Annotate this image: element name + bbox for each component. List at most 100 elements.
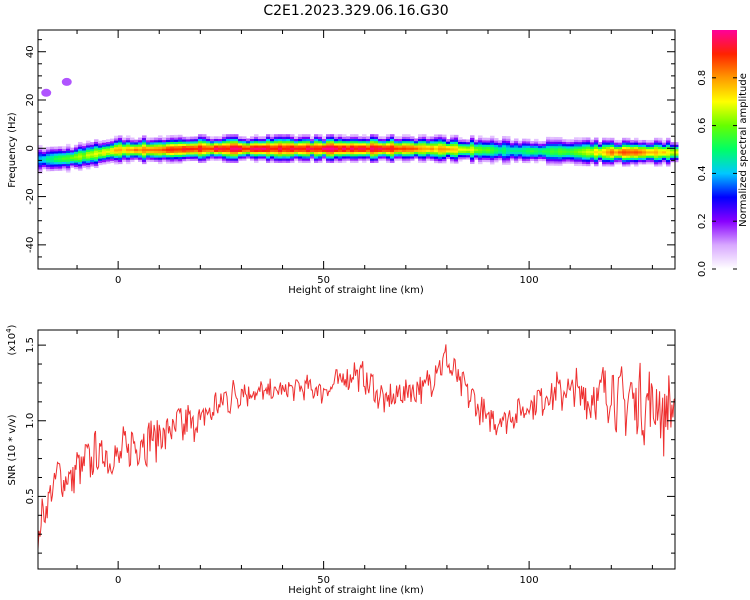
heatmap-cell xyxy=(350,149,355,153)
heatmap-cell xyxy=(270,136,275,140)
heatmap-cell xyxy=(510,151,515,155)
heatmap-cell xyxy=(458,145,463,149)
heatmap-cell xyxy=(42,155,47,159)
heatmap-cell xyxy=(482,148,487,152)
heatmap-cell xyxy=(66,169,71,173)
heatmap-cell xyxy=(470,139,475,143)
heatmap-cell xyxy=(202,158,207,161)
heatmap-cell xyxy=(38,155,43,159)
heatmap-cell xyxy=(98,153,103,157)
heatmap-cell xyxy=(546,147,551,151)
heatmap-cell xyxy=(110,160,115,164)
heatmap-cell xyxy=(438,160,443,164)
heatmap-cell xyxy=(318,145,323,148)
heatmap-cell xyxy=(378,136,383,140)
heatmap-cell xyxy=(314,142,319,146)
heatmap-cell xyxy=(270,134,275,137)
heatmap-cell xyxy=(118,141,123,145)
heatmap-cell xyxy=(206,145,211,148)
heatmap-cell xyxy=(286,151,291,155)
heatmap-cell xyxy=(38,145,43,148)
heatmap-cell xyxy=(522,138,527,142)
heatmap-cell xyxy=(470,137,475,141)
heatmap-cell xyxy=(322,158,327,161)
heatmap-cell xyxy=(458,143,463,147)
heatmap-cell xyxy=(558,150,563,153)
heatmap-cell xyxy=(178,143,183,147)
heatmap-cell xyxy=(582,156,587,160)
heatmap-cell xyxy=(62,154,67,158)
heatmap-cell xyxy=(426,151,431,155)
heatmap-cell xyxy=(654,137,659,141)
heatmap-cell xyxy=(494,142,499,145)
heatmap-cell xyxy=(514,149,519,152)
heatmap-cell xyxy=(358,145,363,148)
heatmap-cell xyxy=(302,138,307,142)
snr-y-multiplier-exp: 4 xyxy=(5,328,13,333)
heatmap-cell xyxy=(422,138,427,142)
heatmap-cell xyxy=(578,163,583,167)
heatmap-cell xyxy=(494,157,499,161)
heatmap-cell xyxy=(614,144,619,147)
heatmap-cell xyxy=(86,149,91,152)
heatmap-cell xyxy=(554,152,559,155)
heatmap-cell xyxy=(106,150,111,153)
heatmap-cell xyxy=(134,148,139,152)
heatmap-cell xyxy=(434,134,439,138)
heatmap-cell xyxy=(562,158,567,162)
heatmap-cell xyxy=(506,153,511,157)
heatmap-cell xyxy=(318,142,323,146)
heatmap-cell xyxy=(138,141,143,145)
heatmap-cell xyxy=(206,140,211,144)
y-tick-label: 0 xyxy=(25,145,36,151)
y-tick-label: 20 xyxy=(25,94,36,107)
heatmap-cell xyxy=(662,144,667,147)
heatmap-cell xyxy=(362,149,367,153)
heatmap-cell xyxy=(666,163,671,167)
heatmap-cell xyxy=(366,138,371,142)
heatmap-cell xyxy=(542,141,547,144)
heatmap-cell xyxy=(646,159,651,163)
heatmap-cell xyxy=(246,149,251,153)
heatmap-cell xyxy=(278,151,283,155)
heatmap-cell xyxy=(62,152,67,156)
heatmap-cell xyxy=(478,148,483,152)
heatmap-cell xyxy=(42,157,47,161)
heatmap-cell xyxy=(62,148,67,152)
heatmap-cell xyxy=(386,134,391,137)
heatmap-cell xyxy=(342,142,347,146)
heatmap-cell xyxy=(578,141,583,145)
heatmap-cell xyxy=(442,151,447,155)
heatmap-cell xyxy=(438,138,443,142)
heatmap-cell xyxy=(474,148,479,152)
heatmap-cell xyxy=(94,143,99,147)
heatmap-cell xyxy=(238,158,243,161)
snr-y-multiplier: (x104) xyxy=(5,324,18,355)
heatmap-cell xyxy=(442,143,447,146)
heatmap-cell xyxy=(186,145,191,149)
heatmap-cell xyxy=(626,139,631,143)
heatmap-cell xyxy=(586,143,591,147)
heatmap-cell xyxy=(394,136,399,140)
heatmap-cell xyxy=(466,143,471,147)
heatmap-cell xyxy=(626,148,631,152)
heatmap-cell xyxy=(390,134,395,137)
heatmap-cell xyxy=(406,136,411,140)
heatmap-cell xyxy=(254,155,259,159)
heatmap-cell xyxy=(198,160,203,163)
heatmap-cell xyxy=(458,147,463,151)
heatmap-cell xyxy=(330,140,335,144)
heatmap-cell xyxy=(222,142,227,146)
heatmap-cell xyxy=(554,141,559,144)
heatmap-cell xyxy=(142,135,147,139)
heatmap-cell xyxy=(198,145,203,148)
heatmap-cell xyxy=(646,161,651,165)
heatmap-cell xyxy=(434,158,439,161)
heatmap-cell xyxy=(298,155,303,159)
heatmap-cell xyxy=(498,142,503,146)
heatmap-cell xyxy=(322,155,327,159)
heatmap-cell xyxy=(494,151,499,154)
heatmap-cell xyxy=(102,150,107,154)
heatmap-cell xyxy=(650,153,655,156)
heatmap-cell xyxy=(482,137,487,141)
